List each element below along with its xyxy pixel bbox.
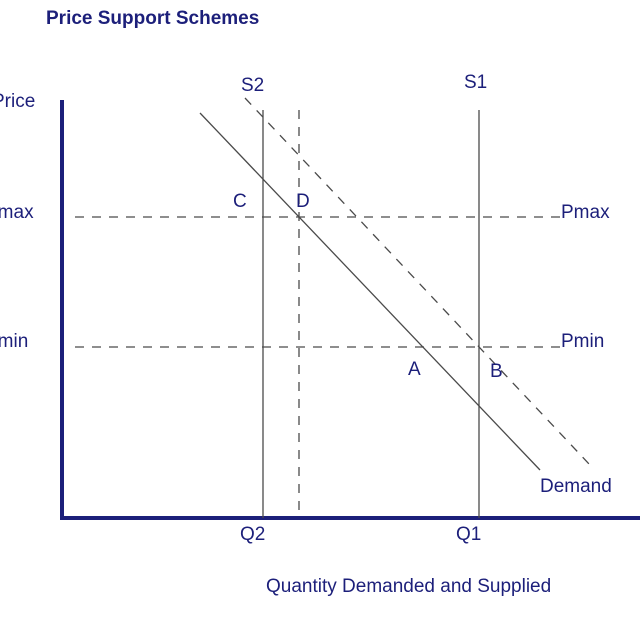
point-c-label: C (233, 191, 247, 212)
q2-label: Q2 (240, 524, 265, 545)
diagram-title: Price Support Schemes (46, 8, 259, 29)
price-axis-label: Price (0, 91, 35, 112)
pmax-right-label: Pmax (561, 202, 610, 223)
pmax-left-label: Pmax (0, 202, 34, 223)
x-axis-title: Quantity Demanded and Supplied (266, 576, 551, 597)
shifted-demand-curve (244, 97, 591, 466)
demand-label: Demand (540, 476, 612, 497)
q1-label: Q1 (456, 524, 481, 545)
point-d-label: D (296, 191, 310, 212)
pmin-left-label: Pmin (0, 331, 28, 352)
pmin-right-label: Pmin (561, 331, 604, 352)
demand-curve (199, 112, 541, 471)
point-b-label: B (490, 361, 503, 382)
point-a-label: A (408, 359, 421, 380)
s2-label: S2 (241, 75, 264, 96)
s1-label: S1 (464, 72, 487, 93)
